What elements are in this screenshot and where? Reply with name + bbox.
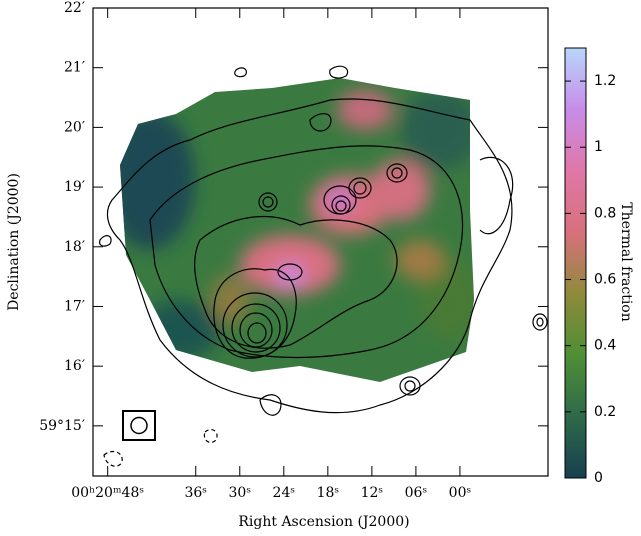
colorbar-tick-label: 1 — [594, 139, 603, 155]
y-tick-label: 18′ — [64, 239, 85, 255]
y-tick-label: 16′ — [64, 358, 85, 374]
x-tick-label: 06ˢ — [405, 485, 428, 501]
y-tick-label: 21′ — [64, 60, 85, 76]
y-axis-label: Declination (J2000) — [6, 173, 22, 311]
beam-box — [122, 410, 156, 441]
contours — [99, 65, 548, 467]
colorbar-tick-label: 0.2 — [594, 404, 616, 420]
colorbar-label: Thermal fraction — [618, 202, 634, 322]
colorbar-tick-label: 0.8 — [594, 205, 616, 221]
colorbar-tick-label: 1.2 — [594, 73, 616, 89]
colorbar-tick-label: 0.6 — [594, 272, 616, 288]
x-tick-label: 24ˢ — [273, 485, 296, 501]
y-tick-label: 22′ — [64, 0, 85, 16]
colorbar — [564, 47, 587, 479]
x-tick-label: 30ˢ — [229, 485, 252, 501]
colorbar-tick-label: 0.4 — [594, 338, 616, 354]
x-tick-label: 00ʰ20ᵐ48ˢ — [71, 485, 144, 501]
x-tick-label: 00ˢ — [449, 485, 472, 501]
y-tick-label: 19′ — [64, 179, 85, 195]
y-tick-label: 20′ — [64, 119, 85, 135]
beam — [130, 416, 148, 435]
colorbar-tick-label: 0 — [594, 470, 603, 486]
y-tick-label: 59°15′ — [39, 418, 85, 434]
thermal-map — [120, 78, 474, 382]
y-tick-label: 17′ — [64, 298, 85, 314]
x-tick-label: 18ˢ — [317, 485, 340, 501]
x-tick-label: 36ˢ — [184, 485, 207, 501]
x-tick-label: 12ˢ — [361, 485, 384, 501]
plot-frame — [92, 7, 549, 477]
x-axis-label: Right Ascension (J2000) — [238, 514, 409, 530]
